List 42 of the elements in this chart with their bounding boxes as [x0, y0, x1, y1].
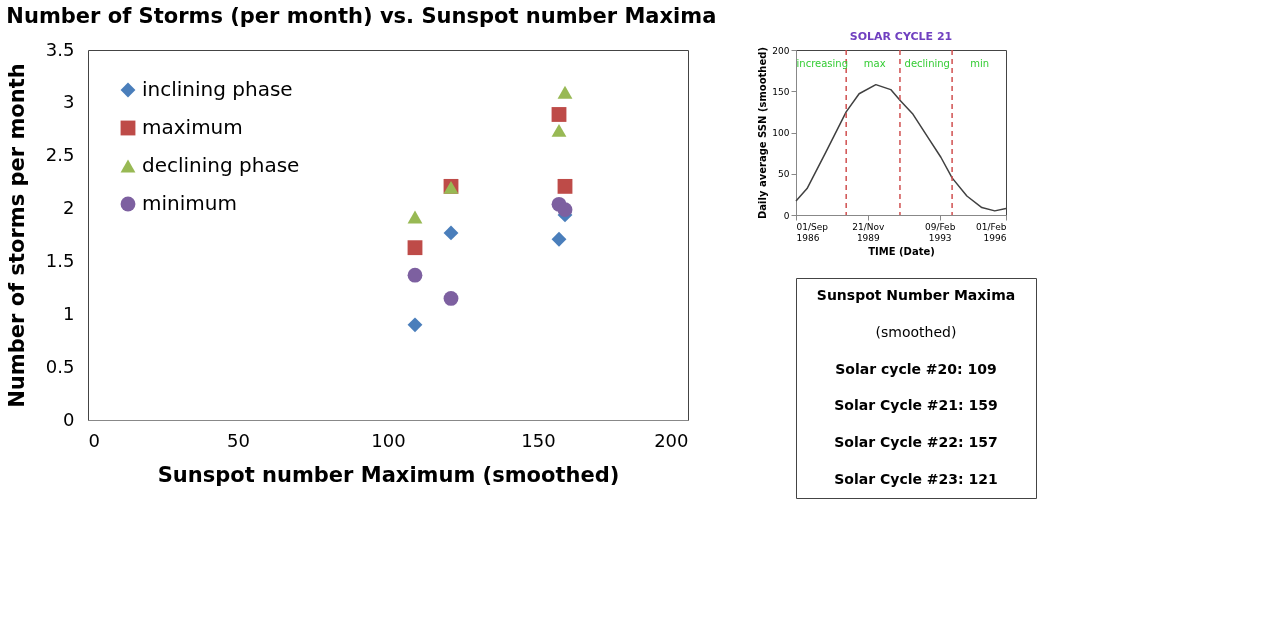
- y-tick-label: 200: [772, 45, 790, 56]
- legend-label: maximum: [142, 115, 243, 139]
- y-axis-title: Number of storms per month: [4, 63, 29, 408]
- text: Solar Cycle #21: 159: [834, 397, 998, 414]
- legend-label: inclining phase: [142, 77, 293, 101]
- x-tick-label: 21/Nov 1989: [852, 221, 886, 243]
- x-tick-label: 01/Sep 1986: [796, 221, 829, 243]
- annotation: max: [863, 58, 886, 69]
- x-tick-label: 09/Feb 1993: [924, 221, 956, 243]
- x-tick-label: 150: [521, 429, 556, 451]
- y-tick-label: 0: [783, 210, 790, 221]
- y-axis-title: Daily average SSN (smoothed): [757, 47, 769, 219]
- y-tick-label: 0.5: [45, 355, 75, 377]
- y-tick-label: 1.5: [45, 249, 75, 271]
- annotation: increasing: [796, 58, 848, 69]
- legend-label: minimum: [142, 191, 237, 215]
- x-tick-label: 0: [88, 429, 100, 451]
- text: (smoothed): [875, 324, 957, 340]
- text: Solar Cycle #22: 157: [834, 434, 998, 450]
- text: Solar Cycle #23: 121: [834, 470, 998, 487]
- x-axis-title: TIME (Date): [868, 245, 935, 257]
- y-tick-label: 2.5: [45, 144, 75, 166]
- text: Sunspot Number Maxima: [816, 287, 1016, 304]
- x-tick-label: 01/Feb 1996: [976, 221, 1007, 243]
- chart-title: Number of Storms (per month) vs. Sunspot number Maxima: [6, 4, 717, 28]
- y-tick-label: 150: [772, 86, 790, 97]
- y-tick-label: 50: [778, 169, 790, 180]
- annotation: min: [970, 58, 990, 69]
- y-tick-label: 2: [63, 197, 75, 219]
- x-tick-label: 50: [227, 429, 250, 451]
- y-tick-label: 0: [63, 408, 75, 430]
- x-tick-label: 200: [654, 429, 689, 451]
- annotation: declining: [904, 58, 950, 69]
- legend-label: declining phase: [142, 153, 300, 177]
- y-tick-label: 3: [63, 91, 75, 113]
- x-tick-label: 100: [371, 429, 406, 451]
- y-tick-label: 100: [772, 128, 790, 138]
- y-tick-label: 1: [63, 302, 75, 324]
- x-axis-title: Sunspot number Maximum (smoothed): [157, 462, 620, 487]
- y-tick-label: 3.5: [45, 38, 75, 60]
- text: Solar cycle #20: 109: [835, 360, 997, 377]
- chart-title: SOLAR CYCLE 21: [849, 30, 953, 43]
